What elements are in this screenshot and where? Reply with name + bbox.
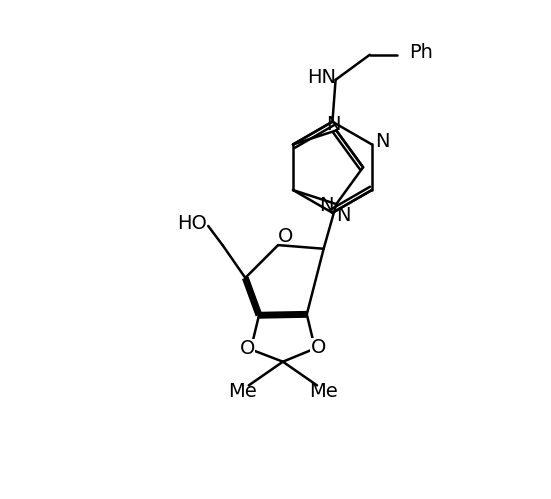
- Text: HN: HN: [307, 68, 336, 87]
- Text: HO: HO: [177, 214, 207, 233]
- Text: O: O: [278, 228, 293, 247]
- Text: Me: Me: [309, 382, 338, 401]
- Text: O: O: [240, 339, 255, 358]
- Text: O: O: [310, 338, 326, 357]
- Text: N: N: [336, 206, 350, 225]
- Text: N: N: [375, 132, 390, 152]
- Text: N: N: [327, 115, 341, 134]
- Text: N: N: [319, 196, 333, 215]
- Text: Me: Me: [228, 382, 257, 401]
- Text: Ph: Ph: [409, 43, 433, 62]
